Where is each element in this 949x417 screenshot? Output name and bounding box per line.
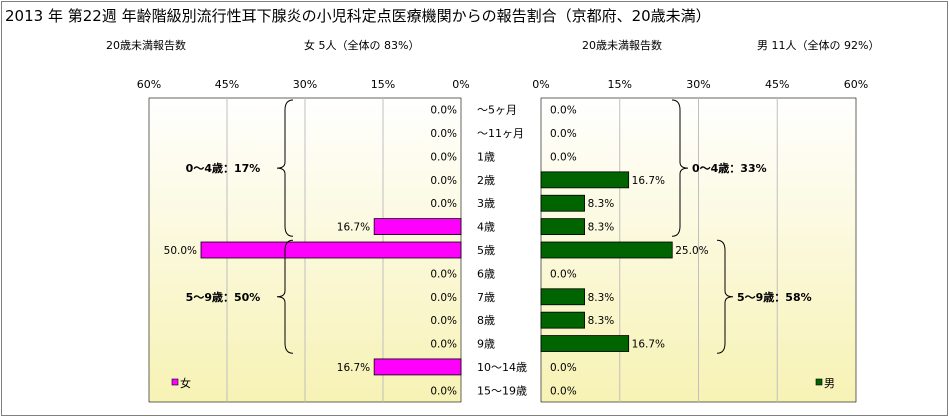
male-value-label: 0.0% <box>550 105 577 117</box>
female-value-label: 0.0% <box>430 385 457 397</box>
male-x-tick-label: 15% <box>608 78 632 91</box>
left-header-summary: 女 5人（全体の 83%） <box>304 39 420 52</box>
female-age-group-annotation: 0～4歳：17% <box>186 161 261 175</box>
female-value-label: 50.0% <box>164 245 197 257</box>
male-value-label: 8.3% <box>588 315 615 327</box>
age-category-label: 8歳 <box>477 314 495 327</box>
male-x-tick-label: 0% <box>532 78 549 91</box>
female-bar <box>373 218 462 236</box>
female-x-tick-label: 30% <box>293 78 317 91</box>
female-value-label: 0.0% <box>430 128 457 140</box>
female-x-tick-label: 0% <box>452 78 469 91</box>
age-category-label: 2歳 <box>477 174 495 187</box>
female-age-group-bracket <box>276 239 294 354</box>
female-value-label: 0.0% <box>430 175 457 187</box>
female-x-tick-label: 15% <box>371 78 395 91</box>
male-bar <box>540 335 630 352</box>
female-value-label: 0.0% <box>430 105 457 117</box>
male-value-label: 0.0% <box>550 151 577 163</box>
female-age-group-bracket <box>276 99 294 237</box>
age-category-label: 7歳 <box>477 291 495 304</box>
male-age-group-annotation: 5～9歳：58% <box>737 290 812 304</box>
male-value-label: 0.0% <box>550 362 577 374</box>
male-value-label: 0.0% <box>550 385 577 397</box>
male-value-label: 16.7% <box>632 175 665 187</box>
female-value-label: 0.0% <box>430 268 457 280</box>
male-legend-label: 男 <box>824 377 835 390</box>
age-category-label: 10～14歳 <box>477 361 527 374</box>
female-value-label: 16.7% <box>337 362 370 374</box>
male-bar <box>540 241 673 259</box>
male-bar <box>540 218 585 236</box>
female-value-label: 16.7% <box>337 222 370 234</box>
male-x-tick-label: 45% <box>765 78 789 91</box>
age-category-label: ～11ヶ月 <box>477 127 524 140</box>
age-category-label: 1歳 <box>477 150 495 163</box>
male-value-label: 8.3% <box>588 292 615 304</box>
male-value-label: 8.3% <box>588 222 615 234</box>
male-bar <box>540 194 585 212</box>
female-chart-panel: 60% 45% 30% 15% 0% 0.0% 0.0% 0.0% 0.0% 0.0% 16.7% 5… <box>137 78 470 403</box>
male-x-tick-label: 30% <box>686 78 710 91</box>
female-x-tick-label: 60% <box>137 78 161 91</box>
right-header-label: 20歳未満報告数 <box>582 39 662 52</box>
male-bar <box>540 311 585 329</box>
male-value-label: 25.0% <box>675 245 708 257</box>
female-value-label: 0.0% <box>430 151 457 163</box>
female-bar <box>200 241 462 259</box>
female-value-label: 0.0% <box>430 339 457 351</box>
male-value-label: 8.3% <box>588 198 615 210</box>
right-header-summary: 男 11人（全体の 92%） <box>757 39 880 52</box>
male-chart-panel: 0% 15% 30% 45% 60% 0.0% 0.0% 0.0% 16.7% 8.3% 8.3% 2… <box>532 78 868 403</box>
female-value-label: 0.0% <box>430 292 457 304</box>
male-value-label: 0.0% <box>550 128 577 140</box>
male-age-group-bracket <box>671 99 689 237</box>
age-category-label: 6歳 <box>477 267 495 280</box>
age-category-label: 9歳 <box>477 338 495 351</box>
female-x-tick-label: 45% <box>215 78 239 91</box>
male-bar <box>540 171 630 189</box>
male-bar <box>540 288 585 306</box>
age-category-label: ～5ヶ月 <box>477 104 517 117</box>
chart-title: 2013 年 第22週 年齢階級別流行性耳下腺炎の小児科定点医療機関からの報告割… <box>5 7 711 25</box>
female-legend-label: 女 <box>180 376 191 390</box>
male-age-group-annotation: 0～4歳：33% <box>692 161 767 175</box>
age-category-labels: ～5ヶ月 ～11ヶ月 1歳 2歳 3歳 4歳 5歳 6歳 7歳 8歳 9歳 10～14歳 15～19歳 <box>477 104 527 398</box>
female-bar <box>373 358 462 376</box>
left-header-label: 20歳未満報告数 <box>106 39 186 52</box>
male-legend-swatch <box>815 378 823 386</box>
age-category-label: 5歳 <box>477 244 495 257</box>
age-category-label: 3歳 <box>477 197 495 210</box>
female-value-label: 0.0% <box>430 315 457 327</box>
female-legend-swatch <box>171 378 179 386</box>
female-value-label: 0.0% <box>430 198 457 210</box>
male-x-tick-label: 60% <box>844 78 868 91</box>
age-category-label: 15～19歳 <box>477 384 527 397</box>
age-category-label: 4歳 <box>477 221 495 234</box>
female-age-group-annotation: 5～9歳：50% <box>186 290 261 304</box>
male-age-group-bracket <box>716 239 734 354</box>
male-value-label: 0.0% <box>550 268 577 280</box>
male-value-label: 16.7% <box>632 339 665 351</box>
